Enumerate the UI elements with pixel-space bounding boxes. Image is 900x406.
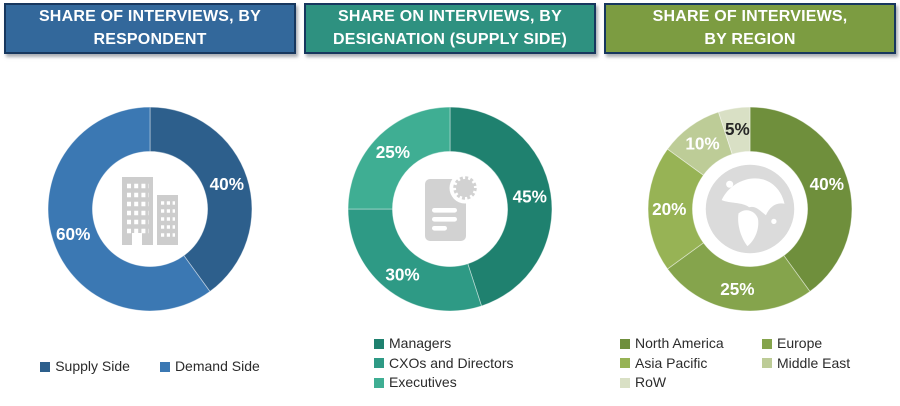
legend-swatch: [762, 358, 772, 369]
legend-label: Managers: [389, 335, 452, 351]
segment-data-label: 5%: [725, 119, 750, 139]
document-seal-icon: [418, 171, 482, 247]
title-line: BY REGION: [704, 30, 796, 48]
legend-swatch: [374, 377, 384, 388]
donut-segment: [347, 106, 451, 210]
legend-swatch: [620, 377, 630, 388]
legend-item: Demand Side: [159, 357, 260, 377]
legend-item: CXOs and Directors: [374, 354, 513, 374]
segment-data-label: 25%: [720, 279, 754, 299]
segment-data-label: 40%: [210, 174, 244, 194]
legend-swatch: [159, 361, 170, 372]
respondent-chart-title: SHARE OF INTERVIEWS, BY RESPONDENT: [4, 3, 296, 54]
legend-swatch: [762, 338, 772, 349]
legend-label: North America: [635, 335, 724, 351]
title-line: SHARE OF INTERVIEWS, BY: [38, 8, 262, 26]
legend-item: Managers: [374, 334, 513, 354]
donut-segment: [347, 208, 483, 312]
legend-item: Supply Side: [40, 357, 130, 377]
legend-label: Asia Pacific: [635, 354, 708, 371]
donut-segment: [666, 242, 811, 312]
donut-chart: 40% 60%: [47, 106, 253, 312]
donut-chart: 45% 30% 25%: [347, 106, 553, 312]
segment-data-label: 10%: [685, 134, 719, 154]
title-line: SHARE OF INTERVIEWS,: [652, 8, 848, 26]
segment-data-label: 45%: [513, 186, 547, 206]
legend-label: Demand Side: [174, 358, 260, 374]
legend-swatch: [620, 338, 630, 349]
designation-legend: Managers CXOs and Directors Executives: [374, 334, 513, 393]
designation-donut: 45% 30% 25%: [344, 103, 556, 315]
legend-item: Asia Pacific: [620, 354, 762, 374]
legend-label: Supply Side: [55, 358, 130, 374]
donut-segment: [749, 106, 853, 293]
donut-chart: 40% 25% 20% 10% 5%: [647, 106, 853, 312]
segment-data-label: 60%: [56, 224, 90, 244]
legend-label: RoW: [635, 374, 667, 390]
segment-data-label: 30%: [385, 264, 419, 284]
donut-segment: [717, 106, 751, 155]
donut-segment: [449, 106, 553, 307]
respondent-donut: 40% 60%: [44, 103, 256, 315]
legend-label: CXOs and Directors: [389, 354, 514, 371]
legend-label: Executives: [389, 374, 457, 390]
legend-item: North America: [620, 334, 762, 354]
legend-label: Europe: [777, 335, 823, 351]
donut-segment: [47, 106, 211, 312]
respondent-legend: Supply Side Demand Side: [0, 357, 300, 377]
legend-swatch: [620, 358, 630, 369]
building-icon: [118, 173, 182, 245]
legend-item: Middle East: [762, 354, 850, 374]
legend-item: Europe: [762, 334, 850, 354]
legend-item: Executives: [374, 373, 513, 393]
segment-data-label: 20%: [652, 199, 686, 219]
donut-segment: [149, 106, 253, 293]
region-chart-panel: SHARE OF INTERVIEWS, BY REGION 40% 25% 20%…: [600, 0, 900, 406]
segment-data-label: 25%: [376, 142, 410, 162]
legend-label: Middle East: [777, 354, 851, 371]
title-line: DESIGNATION (SUPPLY SIDE): [332, 30, 568, 48]
legend-item: RoW: [620, 373, 762, 393]
legend-swatch: [40, 361, 51, 372]
respondent-chart-panel: SHARE OF INTERVIEWS, BY RESPONDENT 40% 60…: [0, 0, 300, 406]
segment-data-label: 40%: [810, 174, 844, 194]
legend-swatch: [374, 338, 384, 349]
designation-chart-title: SHARE ON INTERVIEWS, BY DESIGNATION (SUP…: [304, 3, 596, 54]
designation-chart-panel: SHARE ON INTERVIEWS, BY DESIGNATION (SUP…: [300, 0, 600, 406]
region-donut: 40% 25% 20% 10% 5%: [644, 103, 856, 315]
legend-swatch: [374, 358, 384, 369]
title-line: RESPONDENT: [93, 30, 207, 48]
region-chart-title: SHARE OF INTERVIEWS, BY REGION: [604, 3, 896, 54]
globe-icon: [704, 163, 796, 255]
region-legend: North America Europe Asia Pacific Middle Ea…: [620, 334, 850, 393]
title-line: SHARE ON INTERVIEWS, BY: [338, 8, 562, 26]
